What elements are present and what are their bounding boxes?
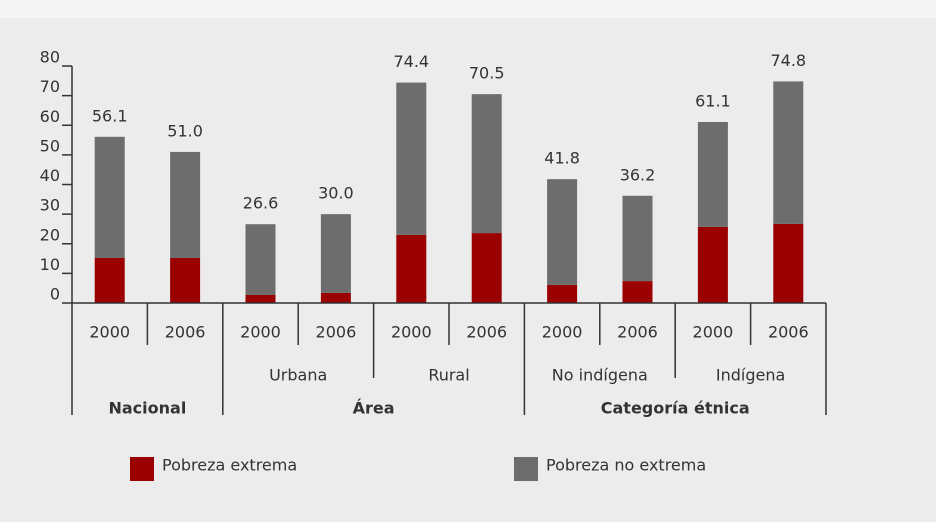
y-tick-label: 50 [40,136,60,155]
x-tick-label: 2006 [768,323,809,342]
x-tick-label: 2006 [316,323,357,342]
group-label: Área [353,399,395,418]
legend-swatch [514,457,538,481]
x-tick-label: 2000 [89,323,130,342]
group-label: Nacional [108,399,186,418]
bar-segment [170,151,201,258]
group-label: Categoría étnica [601,399,750,418]
total-label: 56.1 [92,106,128,125]
bar-segment [320,292,351,303]
bar-segment [773,223,804,303]
bar-segment [245,295,276,303]
bar-segment [396,82,427,235]
y-tick-label: 40 [40,166,60,185]
total-label: 36.2 [620,165,656,184]
bar-segment [471,233,502,303]
bar-segment [773,81,804,224]
bar-segment [94,257,125,303]
bar-segment [94,136,125,258]
y-tick-label: 60 [40,107,60,126]
x-tick-label: 2006 [617,323,658,342]
total-label: 61.1 [695,91,731,110]
bar-segment [697,226,728,303]
subgroup-label: Indígena [716,366,785,385]
subgroup-label: No indígena [552,366,648,385]
y-tick-label: 30 [40,196,60,215]
x-tick-label: 2000 [542,323,583,342]
total-label: 26.6 [243,194,279,213]
total-label: 51.0 [167,121,203,140]
bar-segment [547,179,578,285]
x-tick-label: 2000 [693,323,734,342]
subgroup-label: Urbana [269,366,327,385]
legend-label: Pobreza no extrema [546,456,706,475]
bar-segment [622,195,653,282]
bar-segment [697,121,728,227]
bar-segment [170,257,201,303]
y-tick-label: 70 [40,77,60,96]
x-tick-label: 2006 [165,323,206,342]
bar-segment [547,284,578,303]
legend-swatch [130,457,154,481]
y-tick-label: 20 [40,225,60,244]
subgroup-label: Rural [428,366,469,385]
x-tick-label: 2000 [391,323,432,342]
y-tick-label: 10 [40,255,60,274]
total-label: 74.8 [770,51,806,70]
total-label: 41.8 [544,149,580,168]
total-label: 70.5 [469,64,505,83]
bar-segment [320,214,351,293]
x-tick-label: 2000 [240,323,281,342]
x-tick-label: 2006 [466,323,507,342]
y-tick-label: 80 [40,48,60,67]
bar-segment [245,224,276,296]
bar-segment [396,234,427,303]
total-label: 74.4 [393,52,429,71]
bar-segment [471,94,502,234]
y-tick-label: 0 [50,285,60,304]
bar-segment [622,281,653,303]
total-label: 30.0 [318,184,354,203]
legend-label: Pobreza extrema [162,456,297,475]
